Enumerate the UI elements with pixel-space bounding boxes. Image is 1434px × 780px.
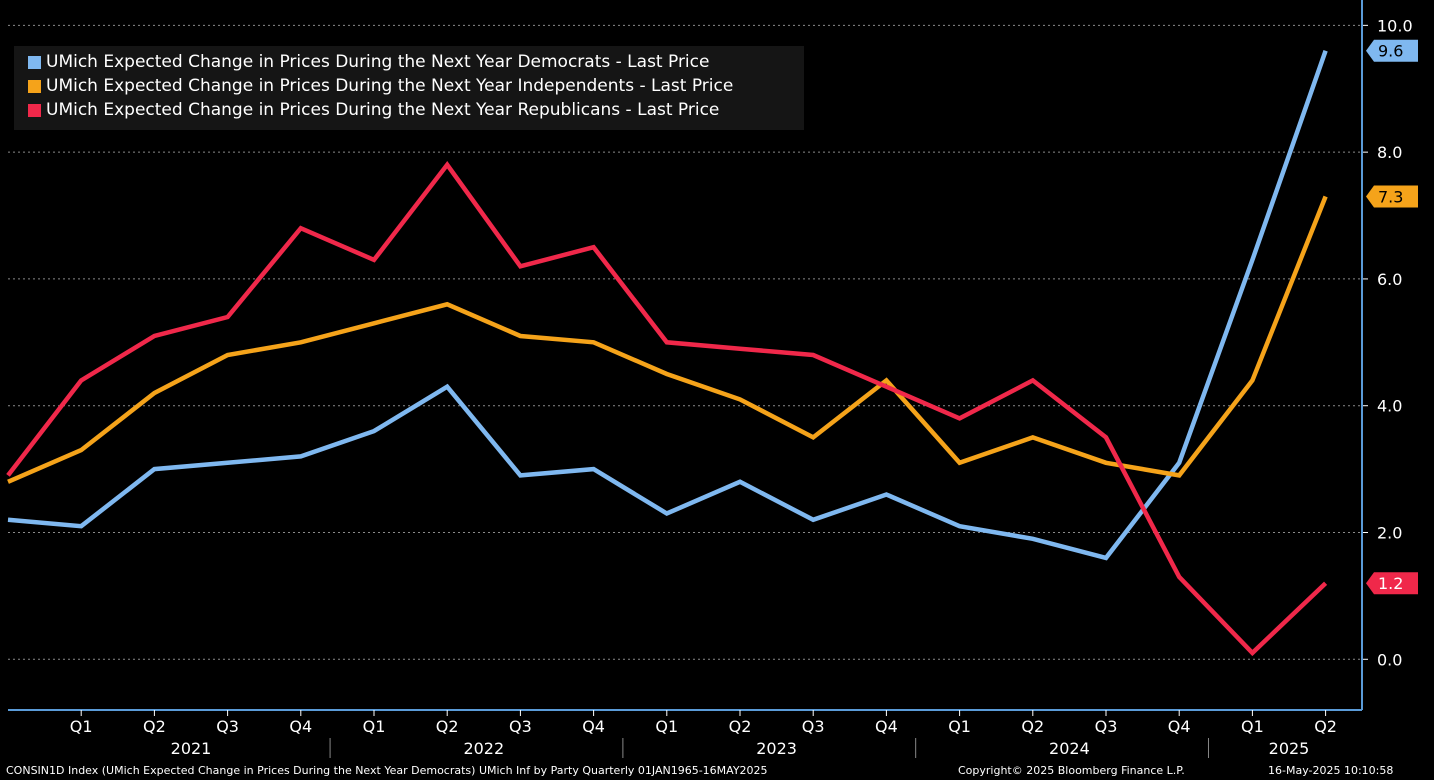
x-tick-label-16: Q1 bbox=[1241, 717, 1264, 736]
footer-copyright: Copyright© 2025 Bloomberg Finance L.P. bbox=[958, 764, 1185, 777]
x-tick-label-4: Q1 bbox=[363, 717, 386, 736]
y-tick-label-2: 6.0 bbox=[1377, 270, 1402, 289]
last-value-tag-independents: 7.3 bbox=[1366, 185, 1418, 208]
legend-label-independents: UMich Expected Change in Prices During t… bbox=[46, 76, 734, 96]
x-tick-label-13: Q2 bbox=[1021, 717, 1044, 736]
y-tick-label-4: 2.0 bbox=[1377, 524, 1402, 543]
x-tick-label-11: Q4 bbox=[875, 717, 898, 736]
last-value-tag-label-republicans: 1.2 bbox=[1378, 574, 1403, 593]
year-label-2021: 2021 bbox=[171, 739, 212, 758]
last-value-tag-democrats: 9.6 bbox=[1366, 39, 1418, 62]
last-value-tag-republicans: 1.2 bbox=[1366, 572, 1418, 595]
last-value-tag-bg-independents bbox=[1366, 185, 1418, 208]
legend-label-republicans: UMich Expected Change in Prices During t… bbox=[46, 100, 720, 120]
x-tick-label-3: Q4 bbox=[289, 717, 312, 736]
legend-label-democrats: UMich Expected Change in Prices During t… bbox=[46, 52, 710, 72]
x-tick-label-14: Q3 bbox=[1095, 717, 1118, 736]
legend-item-republicans[interactable]: UMich Expected Change in Prices During t… bbox=[14, 98, 804, 122]
x-tick-label-10: Q3 bbox=[802, 717, 825, 736]
y-tick-label-0: 10.0 bbox=[1377, 16, 1413, 35]
footer-timestamp: 16-May-2025 10:10:58 bbox=[1268, 764, 1394, 777]
x-tick-label-0: Q1 bbox=[70, 717, 93, 736]
x-tick-label-12: Q1 bbox=[948, 717, 971, 736]
x-tick-label-2: Q3 bbox=[216, 717, 239, 736]
series-line-republicans bbox=[6, 161, 1328, 657]
legend-item-democrats[interactable]: UMich Expected Change in Prices During t… bbox=[14, 50, 804, 74]
y-tick-label-5: 0.0 bbox=[1377, 650, 1402, 669]
legend-item-independents[interactable]: UMich Expected Change in Prices During t… bbox=[14, 74, 804, 98]
year-label-2025: 2025 bbox=[1269, 739, 1310, 758]
x-tick-label-6: Q3 bbox=[509, 717, 532, 736]
legend-swatch-republicans bbox=[28, 103, 41, 117]
x-tick-label-1: Q2 bbox=[143, 717, 166, 736]
footer-source: CONSIN1D Index (UMich Expected Change in… bbox=[6, 764, 768, 777]
x-tick-label-8: Q1 bbox=[655, 717, 678, 736]
year-label-2024: 2024 bbox=[1049, 739, 1090, 758]
series-line-independents bbox=[7, 195, 1328, 484]
y-tick-label-1: 8.0 bbox=[1377, 143, 1402, 162]
last-value-tag-label-democrats: 9.6 bbox=[1378, 42, 1403, 61]
legend-swatch-democrats bbox=[28, 55, 41, 69]
x-tick-label-17: Q2 bbox=[1314, 717, 1337, 736]
x-tick-label-9: Q2 bbox=[729, 717, 752, 736]
last-value-tag-label-independents: 7.3 bbox=[1378, 188, 1403, 207]
x-tick-label-7: Q4 bbox=[582, 717, 605, 736]
legend: UMich Expected Change in Prices During t… bbox=[14, 46, 804, 130]
series-line-democrats bbox=[7, 49, 1328, 561]
last-value-tag-bg-republicans bbox=[1366, 572, 1418, 595]
x-tick-label-5: Q2 bbox=[436, 717, 459, 736]
legend-swatch-independents bbox=[28, 79, 41, 93]
y-tick-label-3: 4.0 bbox=[1377, 397, 1402, 416]
last-value-tag-bg-democrats bbox=[1366, 39, 1418, 62]
year-label-2022: 2022 bbox=[463, 739, 504, 758]
x-tick-label-15: Q4 bbox=[1168, 717, 1191, 736]
year-label-2023: 2023 bbox=[756, 739, 797, 758]
